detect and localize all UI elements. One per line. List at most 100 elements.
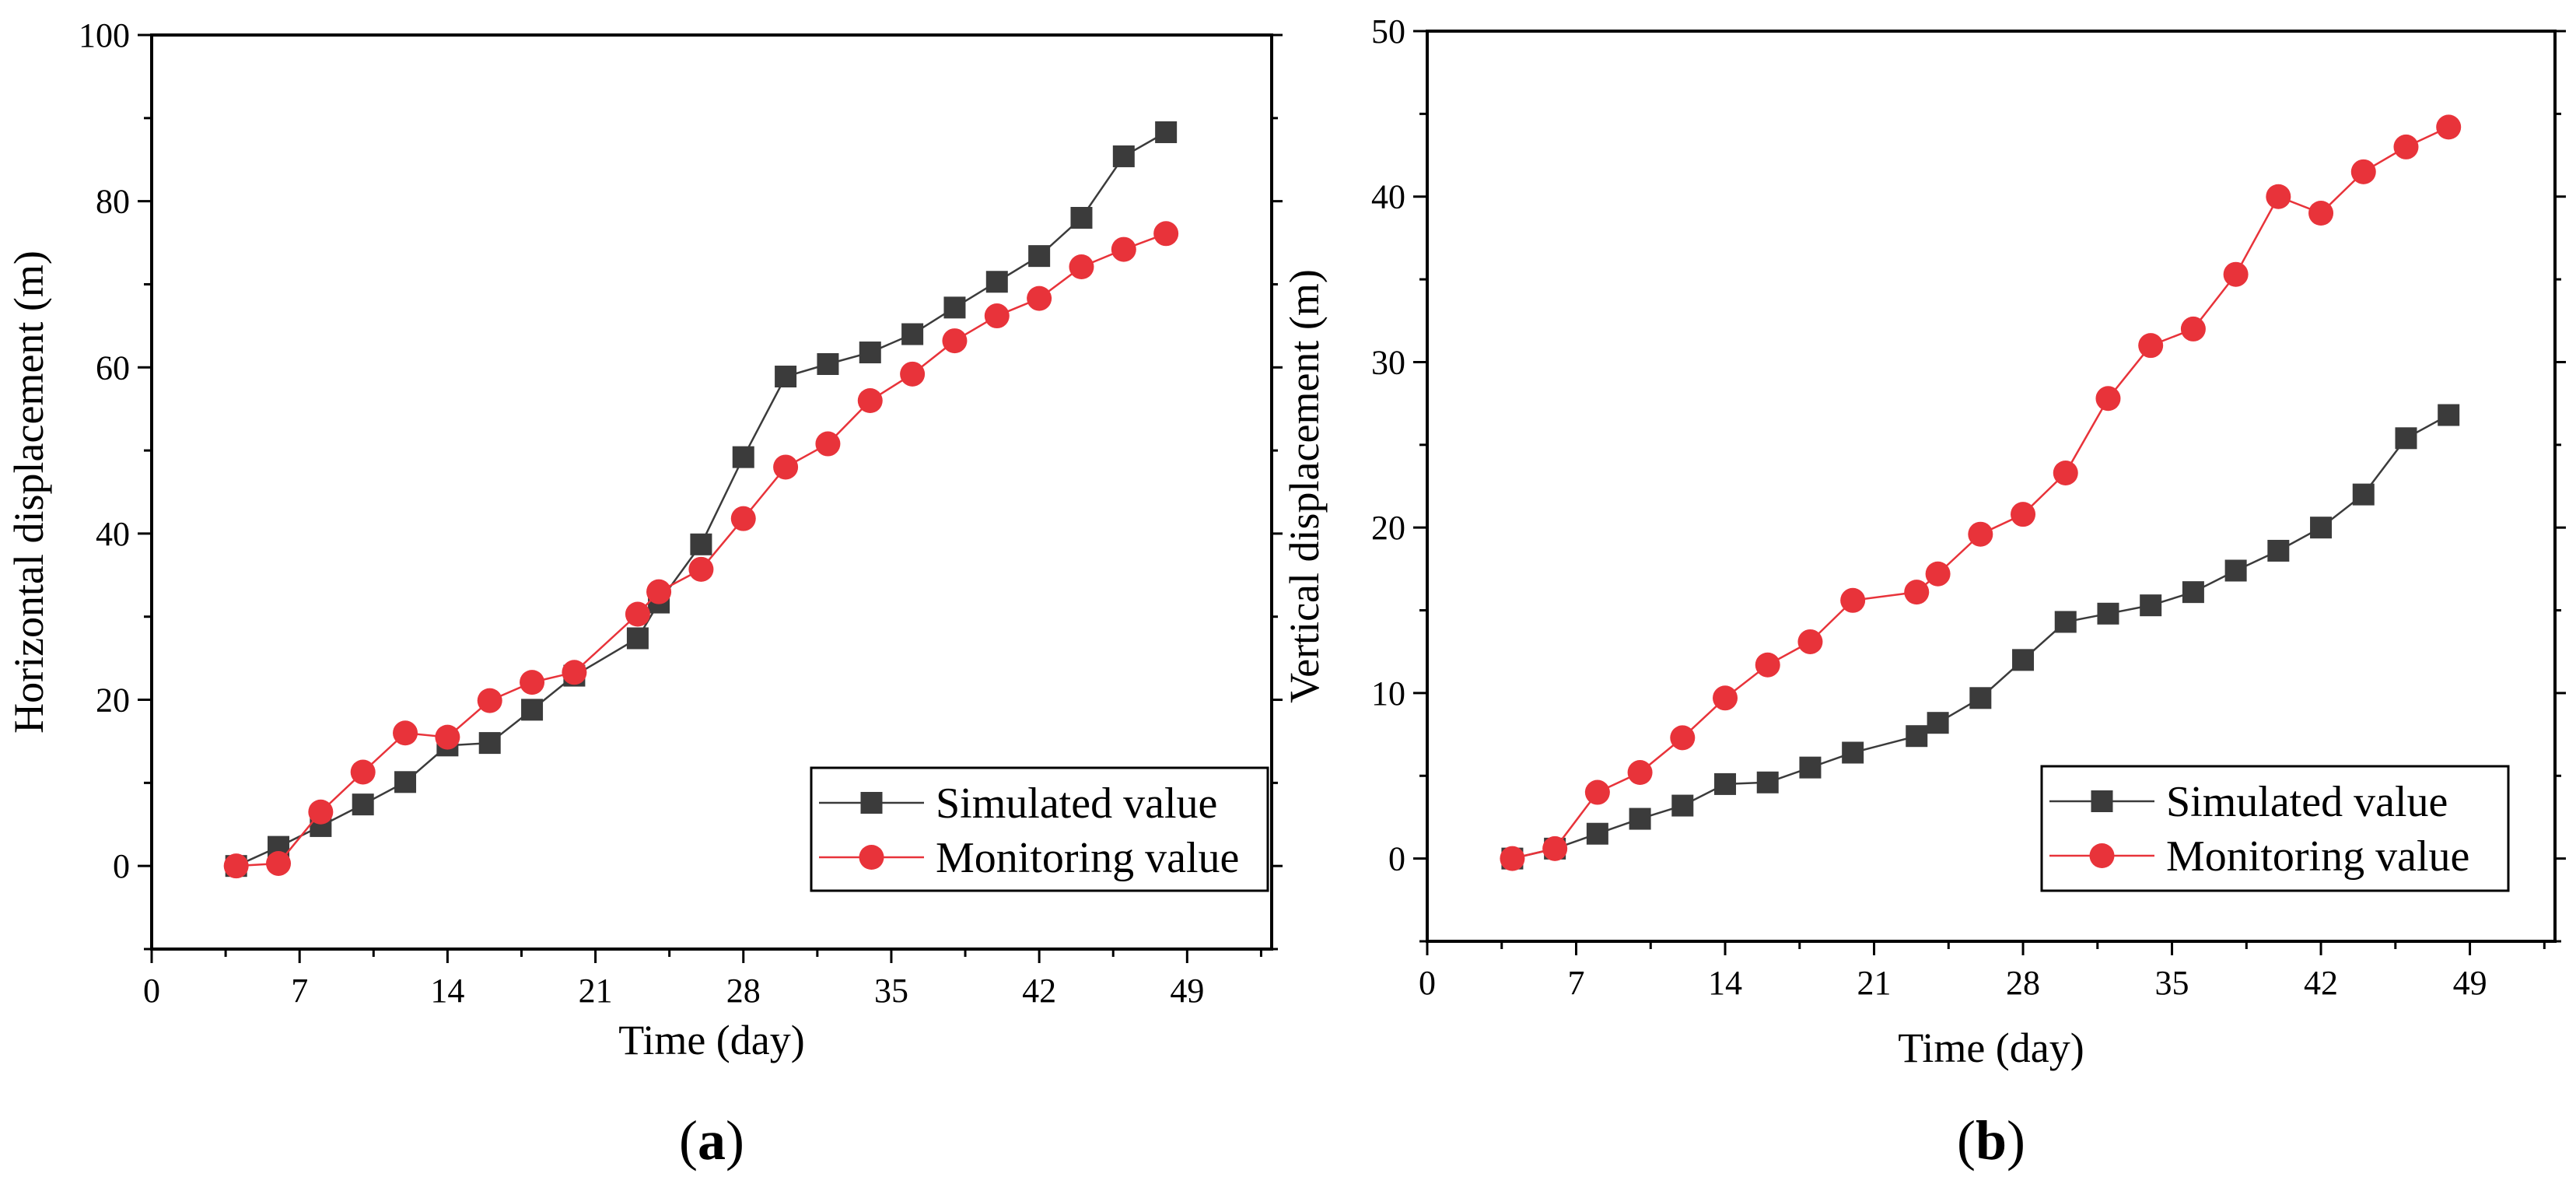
- x-tick-label: 21: [579, 972, 613, 1010]
- monitoring-point: [2180, 316, 2206, 342]
- monitoring-point: [2393, 134, 2419, 159]
- monitoring-point: [625, 601, 650, 627]
- monitoring-point: [1500, 846, 1525, 871]
- y-tick-label: 20: [96, 681, 130, 720]
- x-tick-label: 28: [726, 972, 761, 1010]
- simulated-point: [2182, 581, 2204, 604]
- monitoring-point: [308, 799, 334, 825]
- simulated-point: [817, 353, 839, 375]
- x-tick-label: 49: [1170, 972, 1204, 1010]
- monitoring-point: [1713, 685, 1738, 711]
- y-tick-label: 0: [1388, 840, 1405, 878]
- chart-panel-a: 0 7 14 21 28 35 42 49 0 20 40 60 80 100 Time (day) Hori…: [5, 16, 1283, 1172]
- simulated-point: [1155, 121, 1178, 143]
- y-tick-label: 30: [1371, 343, 1405, 381]
- simulated-point: [901, 323, 924, 345]
- plot-frame: [150, 33, 1273, 951]
- monitoring-point: [900, 361, 926, 387]
- y-tick-label: 10: [1371, 674, 1405, 713]
- x-tick-label: 21: [1857, 964, 1892, 1002]
- legend: Simulated value Monitoring value: [2040, 765, 2510, 892]
- series-line: [236, 131, 1167, 867]
- x-tick-label: 14: [1708, 964, 1742, 1002]
- legend-marker: [859, 845, 884, 870]
- series-monitoring-value: [1500, 114, 2462, 871]
- x-tick-label: 0: [143, 972, 160, 1010]
- monitoring-point: [1797, 629, 1823, 654]
- monitoring-point: [2138, 333, 2164, 359]
- legend: Simulated value Monitoring value: [810, 766, 1269, 892]
- monitoring-point: [688, 556, 714, 582]
- y-tick-label: 40: [96, 515, 130, 553]
- monitoring-point: [2223, 261, 2249, 287]
- simulated-point: [1969, 687, 1992, 709]
- legend-box: [2040, 765, 2510, 892]
- y-tick-label: 40: [1371, 178, 1405, 216]
- monitoring-point: [984, 303, 1010, 329]
- series-monitoring-value: [223, 221, 1179, 879]
- x-tick-label: 35: [2155, 964, 2189, 1002]
- legend-box: [810, 766, 1269, 892]
- monitoring-point: [646, 579, 672, 604]
- simulated-point: [2438, 404, 2460, 426]
- legend-marker: [2089, 843, 2115, 868]
- simulated-point: [478, 732, 501, 755]
- simulated-point: [626, 627, 649, 650]
- simulated-point: [1070, 207, 1093, 229]
- simulated-point: [985, 271, 1008, 293]
- monitoring-point: [2266, 184, 2291, 209]
- simulated-point: [1799, 756, 1822, 779]
- series-line: [1512, 126, 2449, 860]
- monitoring-point: [1111, 236, 1136, 262]
- simulated-point: [1629, 807, 1651, 830]
- legend-label: Simulated value: [2166, 778, 2448, 826]
- monitoring-point: [2436, 114, 2462, 140]
- simulated-point: [1112, 145, 1135, 167]
- simulated-point: [2267, 539, 2290, 562]
- y-tick-label: 20: [1371, 509, 1405, 547]
- simulated-point: [352, 793, 374, 816]
- monitoring-point: [1925, 561, 1951, 587]
- monitoring-point: [393, 720, 418, 746]
- monitoring-point: [1670, 725, 1696, 751]
- legend-marker: [860, 792, 883, 814]
- simulated-point: [1842, 741, 1864, 764]
- y-tick-label: 100: [79, 16, 130, 54]
- simulated-point: [2140, 594, 2162, 617]
- monitoring-point: [2053, 460, 2078, 485]
- monitoring-point: [1584, 779, 1610, 805]
- y-tick-label: 50: [1371, 12, 1405, 51]
- x-tick-label: 49: [2453, 964, 2487, 1002]
- simulated-point: [2012, 649, 2035, 671]
- legend-marker: [2091, 790, 2113, 812]
- simulated-point: [1756, 771, 1779, 793]
- monitoring-point: [350, 759, 376, 785]
- legend-label: Monitoring value: [936, 834, 1239, 882]
- monitoring-point: [2095, 386, 2121, 412]
- monitoring-point: [1968, 521, 1993, 547]
- simulated-point: [732, 446, 754, 468]
- monitoring-point: [942, 328, 968, 354]
- monitoring-point: [223, 853, 249, 879]
- monitoring-point: [1027, 285, 1052, 311]
- y-axis-title: Horizontal displacement (m): [5, 250, 52, 734]
- monitoring-point: [520, 670, 545, 695]
- x-tick-label: 35: [874, 972, 908, 1010]
- simulated-point: [2310, 517, 2333, 539]
- monitoring-point: [2308, 201, 2334, 226]
- simulated-point: [1714, 772, 1737, 795]
- y-tick-label: 60: [96, 349, 130, 387]
- monitoring-point: [1542, 835, 1568, 861]
- legend-label: Monitoring value: [2166, 832, 2469, 881]
- monitoring-point: [1840, 587, 1866, 613]
- x-tick-label: 28: [2006, 964, 2040, 1002]
- monitoring-point: [1904, 580, 1930, 605]
- monitoring-point: [562, 660, 587, 685]
- simulated-point: [1671, 794, 1694, 817]
- x-tick-label: 14: [430, 972, 464, 1010]
- y-tick-label: 0: [113, 847, 130, 885]
- simulated-point: [775, 366, 797, 388]
- simulated-point: [521, 699, 544, 721]
- monitoring-point: [435, 724, 460, 750]
